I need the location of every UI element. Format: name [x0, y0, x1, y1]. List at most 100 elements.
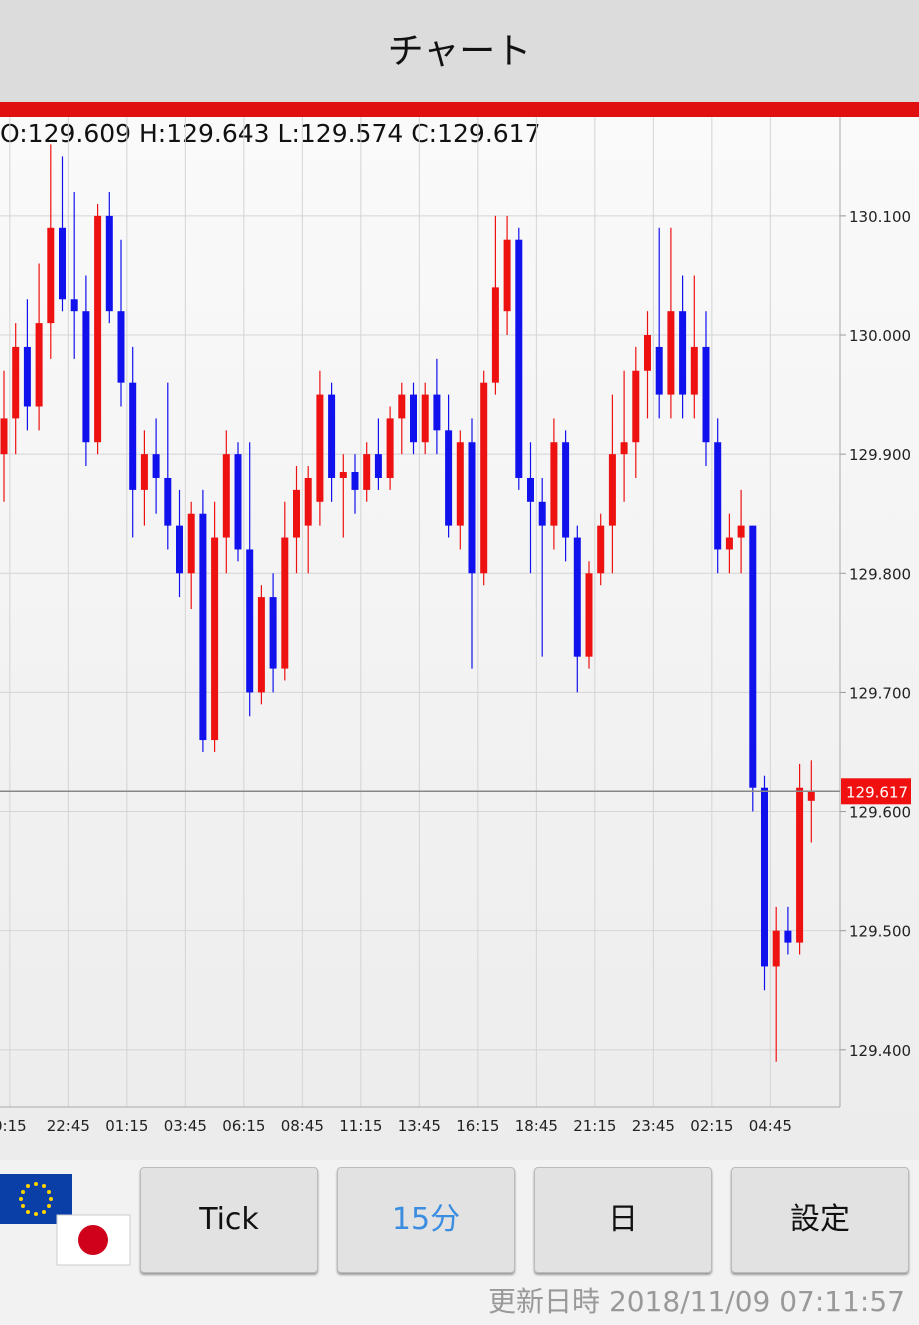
candle-body	[0, 418, 8, 455]
x-tick-label: 04:45	[749, 1117, 792, 1135]
candle-body	[784, 930, 792, 943]
candle-body	[82, 311, 90, 443]
y-tick-label: 129.600	[849, 804, 911, 822]
x-tick-label: 13:45	[398, 1117, 441, 1135]
candle-body	[363, 454, 371, 490]
candle-body	[246, 549, 254, 693]
plot-bg	[0, 117, 919, 1160]
y-tick-label: 129.900	[849, 446, 911, 464]
15min-button[interactable]: 15分	[337, 1167, 515, 1273]
chart: O:129.609 H:129.643 L:129.574 C:129.617 …	[0, 117, 919, 1160]
x-tick-label: 0:15	[0, 1117, 27, 1135]
current-price-box	[841, 778, 911, 805]
candle-body	[515, 239, 523, 478]
candle-body	[35, 323, 43, 407]
x-tick-label: 11:15	[339, 1117, 382, 1135]
candle-body	[164, 477, 172, 526]
x-tick-label: 01:15	[105, 1117, 148, 1135]
candle-body	[679, 311, 687, 395]
candle-body	[176, 525, 183, 574]
candle-body	[47, 227, 55, 324]
candle-body	[655, 346, 663, 395]
candle-body	[339, 472, 347, 478]
candle-body	[480, 382, 488, 574]
candle-body	[374, 454, 382, 478]
candle-body	[433, 394, 441, 431]
candle-body	[573, 537, 581, 657]
eu-flag	[0, 1174, 72, 1224]
candle-body	[211, 537, 219, 741]
candle-body	[749, 525, 757, 788]
candle-body	[761, 787, 768, 967]
x-tick-label: 16:15	[456, 1117, 499, 1135]
candle-body	[725, 537, 733, 550]
candle-body	[608, 454, 616, 526]
updated-time: 更新日時 2018/11/09 07:11:57	[488, 1285, 905, 1318]
candle-body	[421, 394, 429, 443]
candle-body	[304, 477, 312, 526]
candle-body	[562, 442, 570, 538]
candle-body	[12, 346, 20, 419]
jp-sun	[78, 1225, 108, 1255]
candle-body	[468, 442, 476, 574]
current-price-label: 129.617	[846, 783, 908, 801]
candle-body	[527, 477, 534, 502]
candle-body	[129, 382, 137, 490]
candle-body	[105, 215, 113, 312]
candle-body	[328, 394, 336, 478]
candle-body	[187, 513, 195, 574]
x-tick-label: 22:45	[47, 1117, 90, 1135]
y-tick-label: 129.700	[849, 684, 911, 702]
candle-body	[550, 442, 558, 526]
candle-body	[503, 239, 511, 312]
candle-body	[620, 442, 628, 455]
candle-body	[702, 346, 710, 443]
candle-body	[94, 215, 102, 443]
x-tick-label: 06:15	[222, 1117, 265, 1135]
candle-body	[585, 573, 593, 657]
day-button[interactable]: 日	[534, 1167, 712, 1273]
jp-flag	[56, 1214, 131, 1266]
candle-body	[152, 454, 160, 478]
y-tick-label: 129.400	[849, 1042, 911, 1060]
settings-button[interactable]: 設定	[731, 1167, 909, 1273]
candle-body	[538, 501, 546, 526]
candle-body	[23, 346, 31, 407]
eu-stars	[19, 1182, 53, 1216]
title-bar: チャート	[0, 0, 919, 102]
candle-body	[70, 299, 78, 312]
candle-body	[269, 597, 277, 669]
candle-body	[386, 418, 394, 478]
x-tick-label: 02:15	[690, 1117, 733, 1135]
candle-body	[117, 311, 125, 383]
candle-body	[796, 787, 804, 943]
accent-bar	[0, 102, 919, 117]
candle-body	[597, 525, 605, 574]
candle-body	[410, 394, 417, 443]
candle-body	[667, 311, 675, 395]
y-tick-label: 129.500	[849, 923, 911, 941]
candle-body	[456, 442, 464, 526]
x-tick-label: 03:45	[164, 1117, 207, 1135]
x-tick-label: 21:15	[573, 1117, 616, 1135]
candle-body	[398, 394, 406, 419]
candle-body	[293, 489, 300, 538]
candle-body	[234, 454, 242, 550]
candle-body	[491, 287, 499, 383]
candle-body	[714, 442, 722, 550]
y-tick-label: 130.000	[849, 327, 911, 345]
y-tick-label: 130.100	[849, 208, 911, 226]
ohlc-text: O:129.609 H:129.643 L:129.574 C:129.617	[0, 119, 540, 148]
candle-body	[807, 791, 815, 801]
x-tick-label: 23:45	[632, 1117, 675, 1135]
tick-button[interactable]: Tick	[140, 1167, 318, 1273]
candle-body	[445, 430, 453, 526]
candle-body	[222, 454, 230, 538]
candle-body	[632, 370, 640, 443]
candle-body	[199, 513, 207, 741]
title: チャート	[387, 31, 532, 72]
candle-body	[690, 346, 698, 395]
y-tick-label: 129.800	[849, 565, 911, 583]
candle-body	[772, 930, 780, 967]
